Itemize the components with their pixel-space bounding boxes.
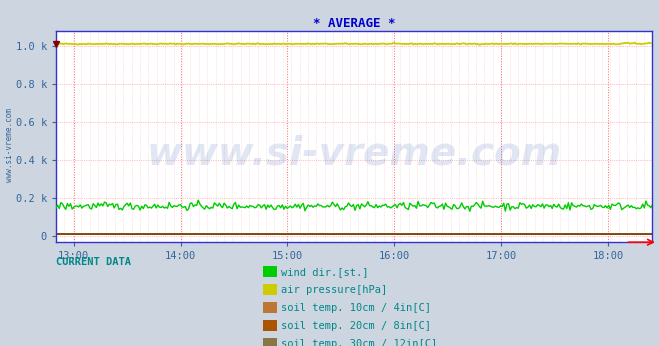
Text: www.si-vreme.com: www.si-vreme.com [5, 108, 14, 182]
Text: soil temp. 10cm / 4in[C]: soil temp. 10cm / 4in[C] [281, 303, 432, 312]
Text: soil temp. 20cm / 8in[C]: soil temp. 20cm / 8in[C] [281, 321, 432, 330]
Text: wind dir.[st.]: wind dir.[st.] [281, 267, 369, 276]
Text: CURRENT DATA: CURRENT DATA [56, 257, 131, 267]
Text: air pressure[hPa]: air pressure[hPa] [281, 285, 387, 294]
Title: * AVERAGE *: * AVERAGE * [313, 17, 395, 30]
Text: www.si-vreme.com: www.si-vreme.com [146, 135, 562, 173]
Text: soil temp. 30cm / 12in[C]: soil temp. 30cm / 12in[C] [281, 339, 438, 346]
